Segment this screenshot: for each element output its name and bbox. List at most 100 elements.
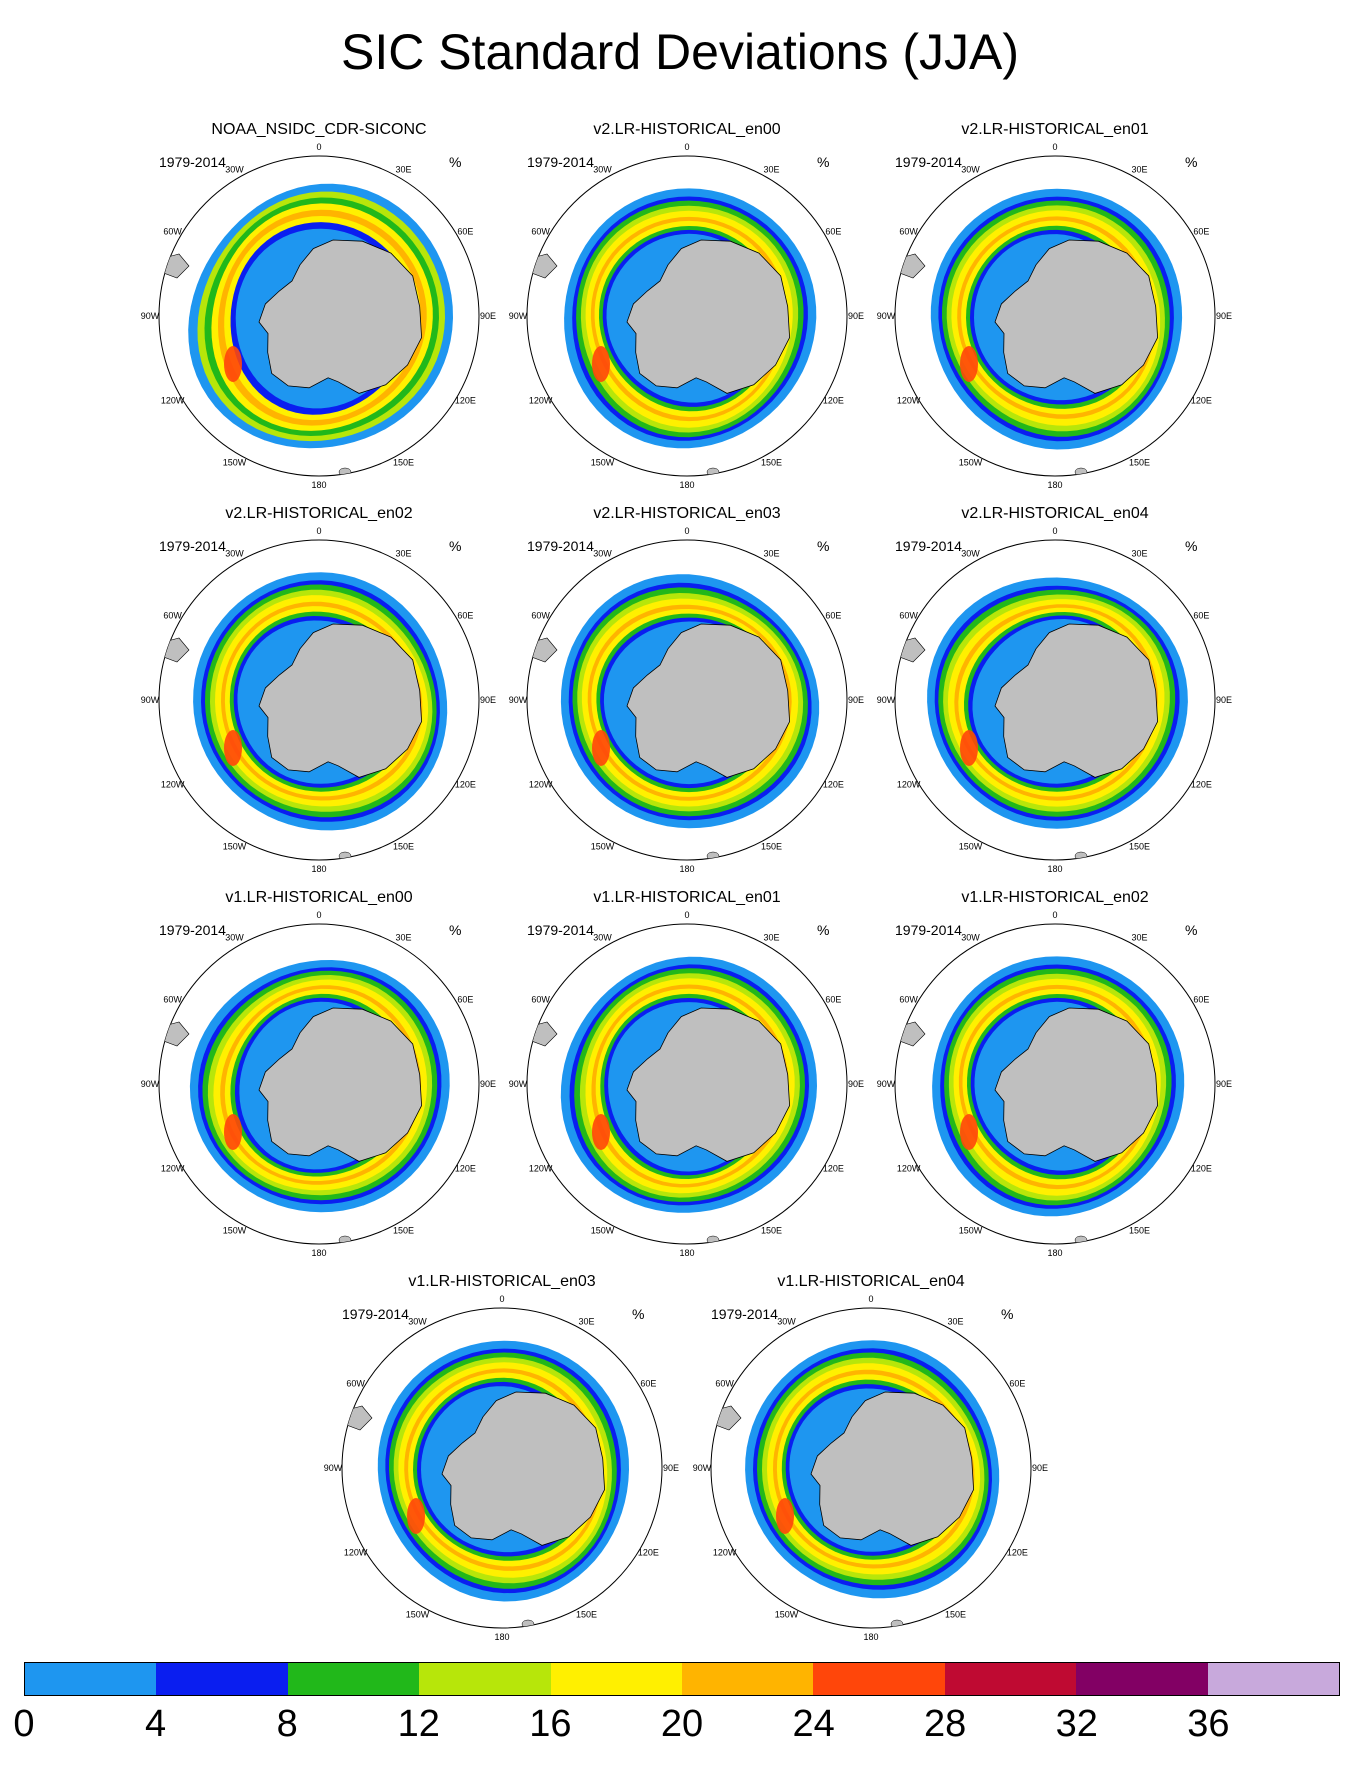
panel-title: v1.LR-HISTORICAL_en01 [593, 889, 780, 906]
panel-period: 1979-2014 [895, 538, 962, 554]
longitude-label: 150W [223, 1225, 247, 1235]
longitude-label: 90E [1032, 1463, 1048, 1473]
panel-period: 1979-2014 [895, 922, 962, 938]
longitude-label: 180 [311, 1248, 326, 1258]
panel-period: 1979-2014 [527, 538, 594, 554]
longitude-label: 0 [1052, 910, 1057, 920]
longitude-label: 120W [529, 396, 553, 406]
longitude-label: 180 [679, 864, 694, 874]
longitude-label: 90E [480, 311, 496, 321]
longitude-label: 120W [161, 1164, 185, 1174]
longitude-label: 90E [1216, 1079, 1232, 1089]
longitude-label: 120E [1007, 1548, 1028, 1558]
colorbar-swatch [813, 1663, 945, 1695]
map-panel: v2.LR-HISTORICAL_en01 1979-2014% 0 30E 60E 90… [863, 118, 1233, 498]
longitude-label: 120E [638, 1548, 659, 1558]
longitude-label: 150W [775, 1609, 799, 1619]
polar-map: v2.LR-HISTORICAL_en02 1979-2014 % 0 30E 60E 90… [141, 505, 496, 874]
antarctica-landmass [258, 623, 423, 778]
longitude-label: 180 [1047, 864, 1062, 874]
longitude-label: 90W [141, 1079, 160, 1089]
map-panel: v2.LR-HISTORICAL_en04 1979-2014% 0 30E 60E 90… [863, 502, 1233, 882]
longitude-label: 30E [1131, 165, 1147, 175]
panel-title: v2.LR-HISTORICAL_en02 [225, 505, 412, 522]
panel-period: 1979-2014 [159, 538, 226, 554]
longitude-label: 0 [1052, 526, 1057, 536]
longitude-label: 120E [1191, 396, 1212, 406]
longitude-label: 120E [823, 396, 844, 406]
longitude-label: 90E [480, 1079, 496, 1089]
colorbar-swatch [1207, 1663, 1340, 1695]
longitude-label: 60W [531, 995, 550, 1005]
polar-map: v1.LR-HISTORICAL_en03 1979-2014 % 0 30E 60E 90… [324, 1273, 679, 1642]
antarctica-landmass [810, 1391, 975, 1546]
map-panel: v2.LR-HISTORICAL_en02 1979-2014% 0 30E 60E 90… [127, 502, 497, 882]
map-panel: v2.LR-HISTORICAL_en00 1979-2014% 0 30E 60E 90… [495, 118, 865, 498]
colorbar-tick-label: 8 [276, 1703, 298, 1745]
longitude-label: 150W [223, 841, 247, 851]
longitude-label: 0 [316, 142, 321, 152]
longitude-label: 90E [663, 1463, 679, 1473]
panel-title: v2.LR-HISTORICAL_en01 [961, 121, 1148, 138]
colorbar-tick-label: 32 [1055, 1703, 1098, 1745]
longitude-label: 60E [457, 611, 473, 621]
colorbar-tick-label: 20 [660, 1703, 704, 1745]
longitude-label: 90W [877, 1079, 896, 1089]
longitude-label: 0 [499, 1294, 504, 1304]
longitude-label: 120W [161, 396, 185, 406]
longitude-label: 30W [408, 1317, 427, 1327]
longitude-label: 150E [393, 457, 414, 467]
longitude-label: 120W [713, 1548, 737, 1558]
longitude-label: 120W [529, 1164, 553, 1174]
longitude-label: 90E [1216, 695, 1232, 705]
longitude-label: 60W [899, 227, 918, 237]
longitude-label: 0 [684, 526, 689, 536]
polar-map: v1.LR-HISTORICAL_en01 1979-2014 % 0 30E 60E 90… [509, 889, 864, 1258]
map-panel: v1.LR-HISTORICAL_en04 1979-2014% 0 30E 60E 90… [679, 1270, 1049, 1650]
longitude-label: 30W [961, 549, 980, 559]
longitude-label: 30W [777, 1317, 796, 1327]
longitude-label: 60W [346, 1379, 365, 1389]
longitude-label: 150W [591, 841, 615, 851]
longitude-label: 0 [868, 1294, 873, 1304]
map-panel: v1.LR-HISTORICAL_en02 1979-2014% 0 30E 60E 90… [863, 886, 1233, 1266]
longitude-label: 60W [163, 227, 182, 237]
longitude-label: 150W [959, 457, 983, 467]
longitude-label: 180 [311, 864, 326, 874]
colorbar-swatch [287, 1663, 420, 1695]
longitude-label: 180 [679, 1248, 694, 1258]
longitude-label: 120E [455, 780, 476, 790]
longitude-label: 150E [1129, 841, 1150, 851]
panel-period: 1979-2014 [527, 154, 594, 170]
panel-period: 1979-2014 [159, 922, 226, 938]
antarctica-landmass [441, 1391, 606, 1546]
longitude-label: 150W [591, 1225, 615, 1235]
colorbar-swatch [25, 1663, 157, 1695]
longitude-label: 90W [509, 1079, 528, 1089]
panel-units: % [449, 154, 461, 170]
polar-map: v2.LR-HISTORICAL_en00 1979-2014 % 0 30E 60E 90… [509, 121, 864, 490]
polar-map: v1.LR-HISTORICAL_en04 1979-2014 % 0 30E 60E 90… [693, 1273, 1048, 1642]
polar-map: v2.LR-HISTORICAL_en03 1979-2014 % 0 30E 60E 90… [509, 505, 864, 874]
longitude-label: 150E [761, 841, 782, 851]
longitude-label: 0 [684, 142, 689, 152]
longitude-label: 150E [761, 1225, 782, 1235]
longitude-label: 90E [480, 695, 496, 705]
longitude-label: 60W [715, 1379, 734, 1389]
longitude-label: 120W [161, 780, 185, 790]
longitude-label: 150W [591, 457, 615, 467]
colorbar-swatch [419, 1663, 551, 1695]
colorbar-tick-label: 28 [924, 1703, 967, 1745]
colorbar-swatch [1076, 1663, 1208, 1695]
antarctica-landmass [258, 239, 423, 394]
longitude-label: 60W [899, 611, 918, 621]
longitude-label: 150W [959, 1225, 983, 1235]
panel-units: % [449, 922, 461, 938]
longitude-label: 30W [961, 933, 980, 943]
longitude-label: 120W [897, 780, 921, 790]
longitude-label: 90E [1216, 311, 1232, 321]
longitude-label: 120W [897, 1164, 921, 1174]
colorbar [24, 1662, 1340, 1696]
longitude-label: 60E [457, 995, 473, 1005]
panel-units: % [817, 154, 829, 170]
